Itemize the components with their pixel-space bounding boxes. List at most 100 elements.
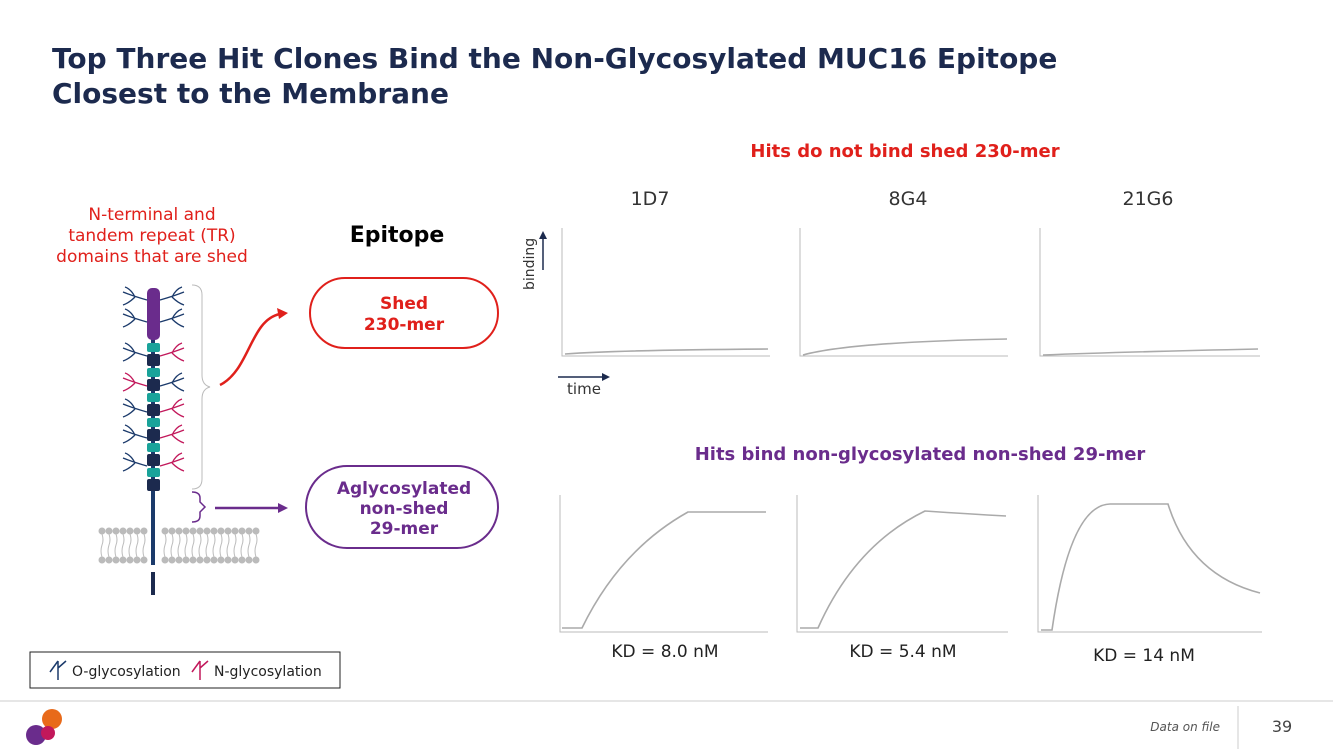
n-glycan-icon bbox=[191, 660, 209, 680]
lipid-tail bbox=[212, 533, 216, 558]
lipid-tail bbox=[135, 533, 139, 558]
glycan bbox=[159, 286, 185, 306]
arrow-shed bbox=[219, 312, 281, 387]
tr-domain bbox=[147, 368, 160, 377]
curve bbox=[1041, 503, 1261, 631]
title-line: Top Three Hit Clones Bind the Non-Glycos… bbox=[52, 42, 1057, 75]
lipid-tail bbox=[114, 533, 118, 558]
lipid-head bbox=[182, 527, 190, 535]
lipid-head bbox=[196, 556, 204, 564]
arrow-head bbox=[539, 231, 547, 239]
clone-label: 8G4 bbox=[889, 188, 928, 210]
lipid-tail bbox=[254, 533, 258, 558]
tr-domain bbox=[147, 429, 160, 441]
arrow-head bbox=[602, 373, 610, 381]
tr-domain bbox=[147, 343, 160, 352]
lipid-tail bbox=[107, 533, 111, 558]
plot-axes bbox=[1037, 495, 1262, 633]
lipid-head bbox=[189, 527, 197, 535]
lipid-head bbox=[175, 527, 183, 535]
shed-label: N-terminal and tandem repeat (TR) domain… bbox=[56, 205, 248, 267]
clone-label: 21G6 bbox=[1123, 188, 1174, 210]
legend-box bbox=[29, 651, 341, 689]
lipid-tail bbox=[177, 533, 181, 558]
lipid-head bbox=[140, 527, 148, 535]
shed-label-line: tandem repeat (TR) bbox=[68, 226, 235, 246]
panel-heading: Hits bind non-glycosylated non-shed 29-m… bbox=[695, 444, 1146, 465]
plot-axes bbox=[799, 228, 1008, 357]
arrow-head bbox=[278, 503, 288, 513]
lipid-head bbox=[238, 556, 246, 564]
kd-label: KD = 5.4 nM bbox=[849, 642, 956, 662]
lipid-head bbox=[168, 527, 176, 535]
glycan bbox=[122, 342, 148, 362]
sensorgrams-bottom bbox=[559, 495, 1262, 633]
tr-domain bbox=[147, 468, 160, 477]
glycan bbox=[122, 372, 148, 392]
tr-domain bbox=[147, 393, 160, 402]
lipid-tail bbox=[205, 533, 209, 558]
epitope-pill bbox=[305, 465, 499, 549]
plot-axes bbox=[796, 495, 1008, 633]
lipid-head bbox=[210, 527, 218, 535]
plot-axes bbox=[561, 228, 770, 357]
lipid-tail bbox=[100, 533, 104, 558]
lipid-head bbox=[189, 556, 197, 564]
lipid-head bbox=[168, 556, 176, 564]
shed-label-line: domains that are shed bbox=[56, 247, 248, 267]
logo bbox=[26, 709, 62, 745]
glycan bbox=[159, 372, 185, 392]
pill-text: 230-mer bbox=[364, 315, 445, 335]
panel-heading: Hits do not bind shed 230-mer bbox=[750, 141, 1059, 162]
footer-note: Data on file bbox=[1150, 720, 1220, 734]
lipid-bilayer bbox=[98, 527, 260, 564]
glycan bbox=[159, 398, 185, 418]
curve bbox=[562, 511, 766, 629]
pill-text: Shed bbox=[380, 294, 428, 314]
lipid-head bbox=[133, 527, 141, 535]
lipid-head bbox=[98, 556, 106, 564]
lipid-tail bbox=[142, 533, 146, 558]
o-glycan-icon bbox=[49, 660, 67, 680]
shed-label-line: N-terminal and bbox=[88, 205, 215, 225]
tr-domain bbox=[147, 404, 160, 416]
lipid-tail bbox=[121, 533, 125, 558]
lipid-head bbox=[252, 556, 260, 564]
clone-label: 1D7 bbox=[631, 188, 670, 210]
kd-label: KD = 14 nM bbox=[1093, 646, 1195, 666]
lipid-head bbox=[224, 527, 232, 535]
glycan bbox=[159, 342, 185, 362]
glycan bbox=[122, 452, 148, 472]
x-axis-label: time bbox=[567, 380, 601, 398]
lipid-tail bbox=[191, 533, 195, 558]
shed-brace bbox=[191, 284, 211, 490]
legend-entry: O-glycosylation bbox=[72, 664, 181, 680]
legend-entry: N-glycosylation bbox=[214, 664, 322, 680]
lipid-head bbox=[161, 527, 169, 535]
lipid-head bbox=[182, 556, 190, 564]
lipid-tail bbox=[247, 533, 251, 558]
kd-label: KD = 8.0 nM bbox=[611, 642, 718, 662]
lipid-head bbox=[112, 556, 120, 564]
lipid-head bbox=[126, 556, 134, 564]
lipid-tail bbox=[219, 533, 223, 558]
lipid-tail bbox=[240, 533, 244, 558]
plot-axes bbox=[1039, 228, 1260, 357]
lipid-tail bbox=[128, 533, 132, 558]
lipid-head bbox=[245, 527, 253, 535]
lipid-tail bbox=[184, 533, 188, 558]
lipid-head bbox=[231, 527, 239, 535]
glycan bbox=[159, 424, 185, 444]
glycan bbox=[122, 286, 148, 306]
lipid-head bbox=[252, 527, 260, 535]
tr-domain bbox=[147, 418, 160, 427]
tr-domain bbox=[147, 379, 160, 391]
tr-domain bbox=[147, 454, 160, 466]
epitope-brace bbox=[191, 491, 207, 523]
title-line: Closest to the Membrane bbox=[52, 77, 449, 110]
lipid-head bbox=[119, 527, 127, 535]
glycan bbox=[122, 398, 148, 418]
pill-text: Aglycosylated bbox=[337, 479, 471, 499]
lipid-tail bbox=[226, 533, 230, 558]
pill-text: non-shed bbox=[360, 499, 449, 519]
